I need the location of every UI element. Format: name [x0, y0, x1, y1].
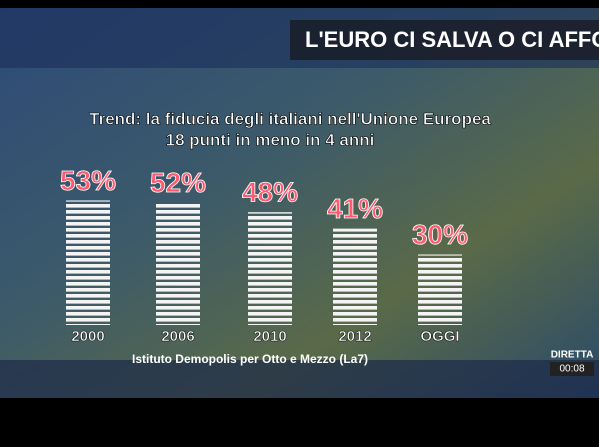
live-label: DIRETTA: [551, 350, 594, 361]
x-tick-label: 2006: [161, 328, 194, 345]
x-tick-label: 2010: [253, 328, 286, 345]
bar: [418, 254, 462, 325]
header: L'EURO CI SALVA O CI AFFO: [305, 27, 599, 52]
x-tick-label: OGGI: [420, 328, 459, 345]
chart-subtitle: 18 punti in meno in 4 anni: [166, 130, 375, 149]
value-label: 53%: [60, 165, 116, 196]
live-time: 00:08: [559, 364, 584, 375]
x-tick-label: 2012: [338, 328, 371, 345]
x-tick-label: 2000: [71, 328, 104, 345]
bar: [333, 228, 377, 325]
value-label: 30%: [412, 219, 468, 250]
background-floor: [0, 360, 599, 398]
header-box: [290, 20, 599, 60]
bar: [248, 212, 292, 325]
value-label: 41%: [327, 193, 383, 224]
bar: [66, 200, 110, 325]
value-label: 48%: [242, 177, 298, 208]
chart-title: Trend: la fiducia degli italiani nell'Un…: [89, 109, 491, 128]
bar: [156, 202, 200, 325]
source: Istituto Demopolis per Otto e Mezzo (La7…: [132, 352, 368, 366]
live-box: [550, 362, 594, 376]
value-label: 52%: [150, 167, 206, 198]
